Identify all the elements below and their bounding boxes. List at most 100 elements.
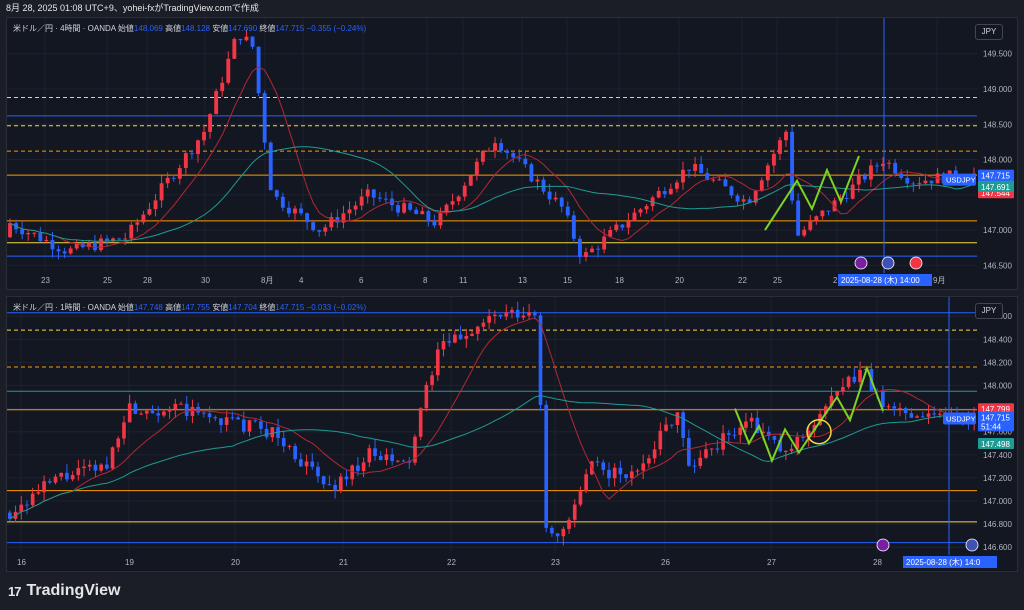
tradingview-brand[interactable]: 17 TradingView [8, 582, 120, 600]
low-value: 147.690 [228, 24, 258, 33]
candle-body [144, 410, 149, 414]
candle-body [402, 203, 407, 213]
candle-body [241, 419, 246, 432]
chart-canvas-4h[interactable]: 149.500149.000148.500148.000147.500147.0… [7, 18, 1017, 289]
close-value: 147.715 [275, 24, 305, 33]
candle-body [647, 458, 651, 464]
candle-body [624, 474, 628, 479]
price-tag-text: 147.498 [981, 440, 1010, 449]
price-tick: 146.500 [983, 261, 1012, 270]
candle-body [658, 430, 663, 450]
event-icon [854, 256, 868, 270]
high-label: 高値 [165, 303, 182, 312]
candle-body [723, 179, 728, 187]
date-tick: 28 [873, 558, 882, 567]
candle-body [62, 251, 67, 254]
currency-button[interactable]: JPY [975, 24, 1003, 40]
candle-body [32, 232, 37, 234]
candle-body [335, 216, 340, 223]
candle-body [304, 461, 309, 467]
candle-body [532, 312, 537, 316]
candle-body [444, 204, 449, 213]
candle-body [281, 438, 286, 447]
candle-body [299, 208, 303, 214]
candle-body [59, 472, 64, 477]
candle-body [167, 409, 172, 412]
price-tag [978, 438, 1014, 450]
candle-body [561, 528, 566, 537]
candle-body [76, 468, 81, 476]
candle-body [515, 309, 520, 318]
date-tick: 25 [103, 276, 112, 285]
candle-body [523, 158, 528, 165]
candle-body [572, 504, 577, 520]
candle-body [499, 143, 504, 151]
chart-panel-4h[interactable]: 149.500149.000148.500148.000147.500147.0… [6, 17, 1018, 290]
candle-body [139, 413, 143, 415]
candle-body [147, 209, 152, 215]
candle-body [420, 211, 425, 215]
brand-name: TradingView [26, 582, 121, 599]
candle-body [790, 131, 795, 201]
date-tick: 6 [359, 276, 364, 285]
chart-canvas-1h[interactable]: 148.600148.400148.200148.000147.800147.6… [7, 297, 1017, 571]
candle-body [323, 227, 328, 232]
candle-body [475, 326, 480, 334]
candle-body [213, 417, 218, 419]
candle-body [8, 512, 12, 519]
low-label: 安値 [212, 303, 229, 312]
candle-body [571, 215, 576, 239]
candle-body [344, 476, 349, 480]
open-value: 147.748 [133, 303, 163, 312]
candle-body [806, 430, 811, 438]
candle-body [595, 461, 600, 463]
candle-body [350, 465, 355, 480]
candle-body [99, 464, 103, 471]
candle-body [432, 220, 437, 226]
candle-body [93, 464, 98, 471]
candle-body [555, 533, 560, 537]
candle-body [418, 408, 423, 437]
candle-body [141, 214, 146, 223]
candle-body [698, 457, 703, 466]
candle-body [226, 58, 231, 83]
candle-body [893, 162, 898, 174]
candle-body [274, 190, 279, 197]
candle-body [614, 224, 619, 231]
candle-body [911, 183, 916, 185]
candle-body [156, 413, 161, 416]
currency-button[interactable]: JPY [975, 303, 1003, 319]
chart-panel-1h[interactable]: 148.600148.400148.200148.000147.800147.6… [6, 296, 1018, 572]
candle-body [892, 406, 897, 409]
close-label: 終値 [259, 303, 276, 312]
candle-body [122, 422, 126, 439]
ticker-label-text: USDJPY [946, 414, 976, 423]
candle-body [687, 169, 691, 171]
candle-body [915, 416, 919, 418]
candle-body [117, 238, 122, 240]
candle-body [68, 248, 73, 254]
candle-body [909, 413, 914, 418]
event-icon [909, 256, 923, 270]
candle-body [584, 474, 588, 492]
candle-body [333, 485, 337, 491]
candle-body [65, 472, 69, 480]
candle-body [738, 427, 743, 435]
candle-body [359, 196, 364, 206]
candle-body [538, 315, 543, 405]
candle-body [511, 152, 516, 158]
candle-body [898, 408, 902, 410]
candle-body [481, 322, 486, 327]
low-label: 安値 [212, 24, 229, 33]
candle-body [778, 439, 782, 452]
time-axis [7, 273, 977, 289]
candle-body [553, 197, 558, 200]
price-tag-text: 147.715 [981, 413, 1010, 422]
candle-body [287, 445, 292, 447]
candle-body [535, 179, 540, 182]
candle-body [133, 403, 138, 414]
candle-body [464, 335, 469, 339]
candle-body [656, 191, 661, 198]
candle-body [159, 183, 164, 201]
candle-body [550, 527, 554, 534]
